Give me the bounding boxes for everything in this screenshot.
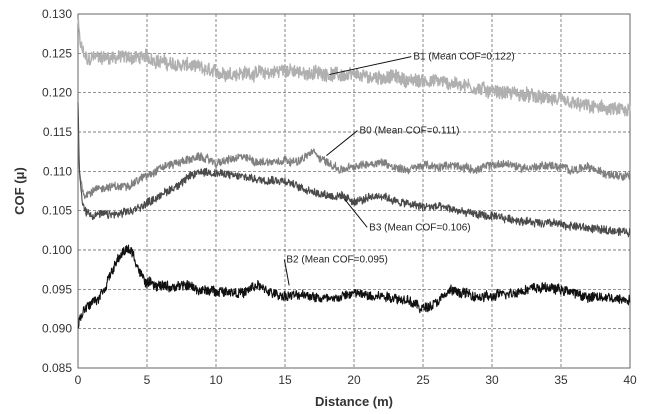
y-tick-label: 0.130 xyxy=(42,7,72,21)
plot-frame xyxy=(77,13,631,369)
y-tick-label: 0.110 xyxy=(43,164,72,178)
series-annotation: B2 (Mean COF=0.095) xyxy=(286,255,387,266)
annotation-leader xyxy=(283,259,290,286)
x-tick-label: 15 xyxy=(278,373,292,387)
annotation-leader xyxy=(326,130,358,156)
annotations: B1 (Mean COF=0.122) B0 (Mean COF=0.111) B3… xyxy=(283,52,515,286)
series-line-b1 xyxy=(77,18,631,117)
x-tick-labels: 0 5 10 15 20 25 30 35 40 xyxy=(75,373,637,387)
x-tick-label: 0 xyxy=(75,373,82,387)
y-tick-label: 0.090 xyxy=(42,322,72,336)
y-tick-label: 0.125 xyxy=(42,46,72,60)
x-tick-label: 10 xyxy=(209,373,223,387)
x-tick-label: 20 xyxy=(347,373,361,387)
series-annotation: B1 (Mean COF=0.122) xyxy=(413,52,514,63)
series-group xyxy=(77,18,631,329)
annotation-leader xyxy=(343,198,368,228)
series-line-b2 xyxy=(77,244,631,329)
x-tick-label: 40 xyxy=(623,373,637,387)
y-axis-label: COF (μ) xyxy=(12,167,27,215)
y-tick-labels: 0.085 0.090 0.095 0.100 0.105 0.110 0.115 0.120… xyxy=(42,7,72,375)
x-axis-label: Distance (m) xyxy=(315,394,393,409)
series-line-b3 xyxy=(77,102,631,238)
y-tick-label: 0.100 xyxy=(42,243,72,257)
grid xyxy=(78,14,630,368)
x-tick-label: 30 xyxy=(485,373,499,387)
x-tick-label: 35 xyxy=(554,373,568,387)
y-tick-label: 0.095 xyxy=(42,282,72,296)
x-tick-label: 25 xyxy=(416,373,430,387)
y-tick-label: 0.085 xyxy=(42,361,72,375)
y-tick-label: 0.105 xyxy=(42,204,72,218)
y-tick-label: 0.120 xyxy=(42,86,72,100)
y-tick-label: 0.115 xyxy=(43,125,72,139)
series-annotation: B0 (Mean COF=0.111) xyxy=(360,126,460,137)
series-annotation: B3 (Mean COF=0.106) xyxy=(369,222,470,233)
series-line-b0 xyxy=(77,130,631,200)
x-tick-label: 5 xyxy=(144,373,151,387)
annotation-leader xyxy=(329,56,412,76)
